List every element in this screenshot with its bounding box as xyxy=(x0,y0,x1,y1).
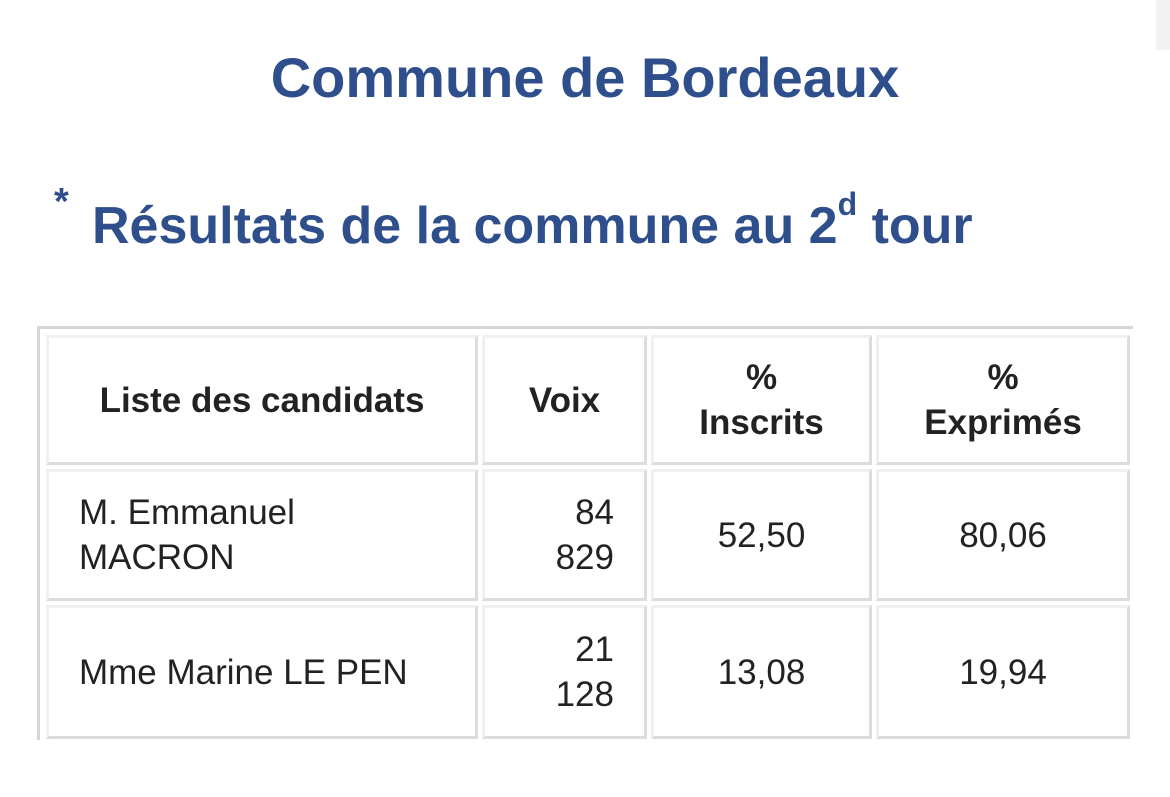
asterisk-marker: * xyxy=(54,181,69,223)
header-candidates: Liste des candidats xyxy=(46,335,478,465)
votes-line1: 84 xyxy=(575,493,614,532)
table-row-1-votes: 84 829 xyxy=(482,469,647,601)
header-pct-registered-symbol: % xyxy=(745,358,778,397)
table-row-1-candidate: M. Emmanuel MACRON xyxy=(46,469,478,601)
table-row-1-pct-expressed: 80,06 xyxy=(876,469,1130,601)
pct-registered-value: 52,50 xyxy=(717,515,806,555)
votes-line2: 829 xyxy=(555,538,614,577)
section-heading-text: Résultats de la commune au 2d tour xyxy=(92,188,973,258)
scrollbar-hint xyxy=(1156,0,1170,50)
heading-superscript: d xyxy=(837,186,858,222)
pct-expressed-value: 19,94 xyxy=(959,652,1047,692)
results-table: Liste des candidats Voix % Inscrits % Ex… xyxy=(37,326,1133,740)
header-pct-expressed-label: Exprimés xyxy=(924,403,1082,442)
table-row-2-pct-expressed: 19,94 xyxy=(876,605,1130,739)
heading-end-text: tour xyxy=(857,197,973,255)
page-title: Commune de Bordeaux xyxy=(270,46,900,109)
header-pct-expressed-symbol: % xyxy=(987,358,1019,397)
table-row-2-candidate: Mme Marine LE PEN xyxy=(46,605,478,739)
votes-line2: 128 xyxy=(555,675,614,714)
pct-expressed-value: 80,06 xyxy=(959,515,1047,555)
table-row-1-pct-registered: 52,50 xyxy=(651,469,872,601)
candidate-name-line1: M. Emmanuel xyxy=(79,493,295,532)
candidate-name-line2: MACRON xyxy=(79,538,235,577)
heading-main-text: Résultats de la commune au 2 xyxy=(92,197,838,255)
pct-registered-value: 13,08 xyxy=(717,652,806,692)
header-pct-expressed: % Exprimés xyxy=(876,335,1130,465)
header-votes-label: Voix xyxy=(528,380,601,420)
votes-line1: 21 xyxy=(575,630,614,669)
header-pct-registered-label: Inscrits xyxy=(699,403,824,442)
table-row-2-pct-registered: 13,08 xyxy=(651,605,872,739)
header-votes: Voix xyxy=(482,335,647,465)
header-candidates-label: Liste des candidats xyxy=(99,380,425,420)
table-row-2-votes: 21 128 xyxy=(482,605,647,739)
header-pct-registered: % Inscrits xyxy=(651,335,872,465)
candidate-name-line1: Mme Marine LE PEN xyxy=(79,652,408,692)
